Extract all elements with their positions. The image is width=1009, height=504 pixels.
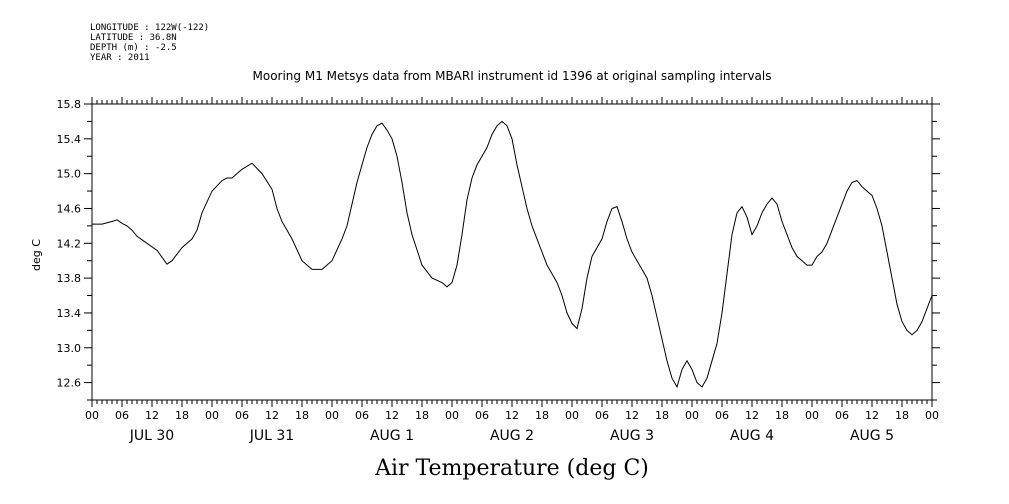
day-label: AUG 2 xyxy=(490,428,534,444)
y-tick-label: 13.8 xyxy=(57,272,82,285)
x-tick-label: 06 xyxy=(115,409,129,422)
x-tick-label: 18 xyxy=(775,409,789,422)
x-axis-label: Air Temperature (deg C) xyxy=(374,456,649,481)
x-tick-label: 06 xyxy=(235,409,249,422)
x-tick-label: 12 xyxy=(625,409,639,422)
x-tick-labels: 00 06 12 18 00 06 12 18 00 06 12 18 00 06 12 18 00 06 12 18… xyxy=(85,409,939,422)
day-label: AUG 5 xyxy=(850,428,894,444)
plot-frame xyxy=(91,103,933,401)
x-tick-label: 18 xyxy=(295,409,309,422)
x-tick-label: 06 xyxy=(475,409,489,422)
x-tick-label: 06 xyxy=(835,409,849,422)
y-tick-label: 15.8 xyxy=(57,98,82,111)
x-tick-label: 12 xyxy=(145,409,159,422)
meta-year: YEAR : 2011 xyxy=(90,53,150,63)
x-tick-label: 00 xyxy=(805,409,819,422)
x-tick-label: 12 xyxy=(265,409,279,422)
day-labels: JUL 30 JUL 31 AUG 1 AUG 2 AUG 3 AUG 4 AUG 5 xyxy=(129,428,894,444)
x-tick-label: 00 xyxy=(445,409,459,422)
meta-longitude: LONGITUDE : 122W(-122) xyxy=(90,23,209,33)
x-tick-label: 12 xyxy=(865,409,879,422)
x-tick-label: 06 xyxy=(355,409,369,422)
series-line-air-temperature xyxy=(92,120,933,389)
x-tick-label: 06 xyxy=(595,409,609,422)
day-label: AUG 3 xyxy=(610,428,654,444)
day-label: JUL 30 xyxy=(129,428,174,444)
x-tick-label: 00 xyxy=(925,409,939,422)
y-tick-label: 13.0 xyxy=(57,342,82,355)
day-label: JUL 31 xyxy=(249,428,294,444)
chart-title: Mooring M1 Metsys data from MBARI instru… xyxy=(253,69,772,83)
x-tick-label: 12 xyxy=(505,409,519,422)
x-tick-label: 18 xyxy=(655,409,669,422)
y-tick-label: 13.4 xyxy=(57,307,82,320)
y-tick-label: 15.0 xyxy=(57,168,82,181)
y-tick-label: 14.6 xyxy=(57,202,82,215)
meta-depth: DEPTH (m) : -2.5 xyxy=(90,43,177,53)
y-tick-labels: 12.6 13.0 13.4 13.8 14.2 14.6 15.0 15.4 15.8 xyxy=(57,98,82,390)
y-axis-label: deg C xyxy=(30,239,43,271)
x-tick-label: 00 xyxy=(685,409,699,422)
y-tick-label: 14.2 xyxy=(57,237,82,250)
day-label: AUG 4 xyxy=(730,428,774,444)
x-tick-label: 18 xyxy=(175,409,189,422)
y-tick-label: 12.6 xyxy=(57,377,82,390)
x-tick-label: 12 xyxy=(385,409,399,422)
x-tick-label: 18 xyxy=(895,409,909,422)
tick-marks xyxy=(84,97,940,407)
x-tick-label: 00 xyxy=(85,409,99,422)
x-tick-label: 00 xyxy=(325,409,339,422)
x-tick-label: 18 xyxy=(415,409,429,422)
x-tick-label: 06 xyxy=(715,409,729,422)
y-tick-label: 15.4 xyxy=(57,133,82,146)
x-tick-label: 00 xyxy=(565,409,579,422)
x-tick-label: 00 xyxy=(205,409,219,422)
x-tick-label: 12 xyxy=(745,409,759,422)
day-label: AUG 1 xyxy=(370,428,414,444)
x-tick-label: 18 xyxy=(535,409,549,422)
meta-latitude: LATITUDE : 36.8N xyxy=(90,33,177,43)
